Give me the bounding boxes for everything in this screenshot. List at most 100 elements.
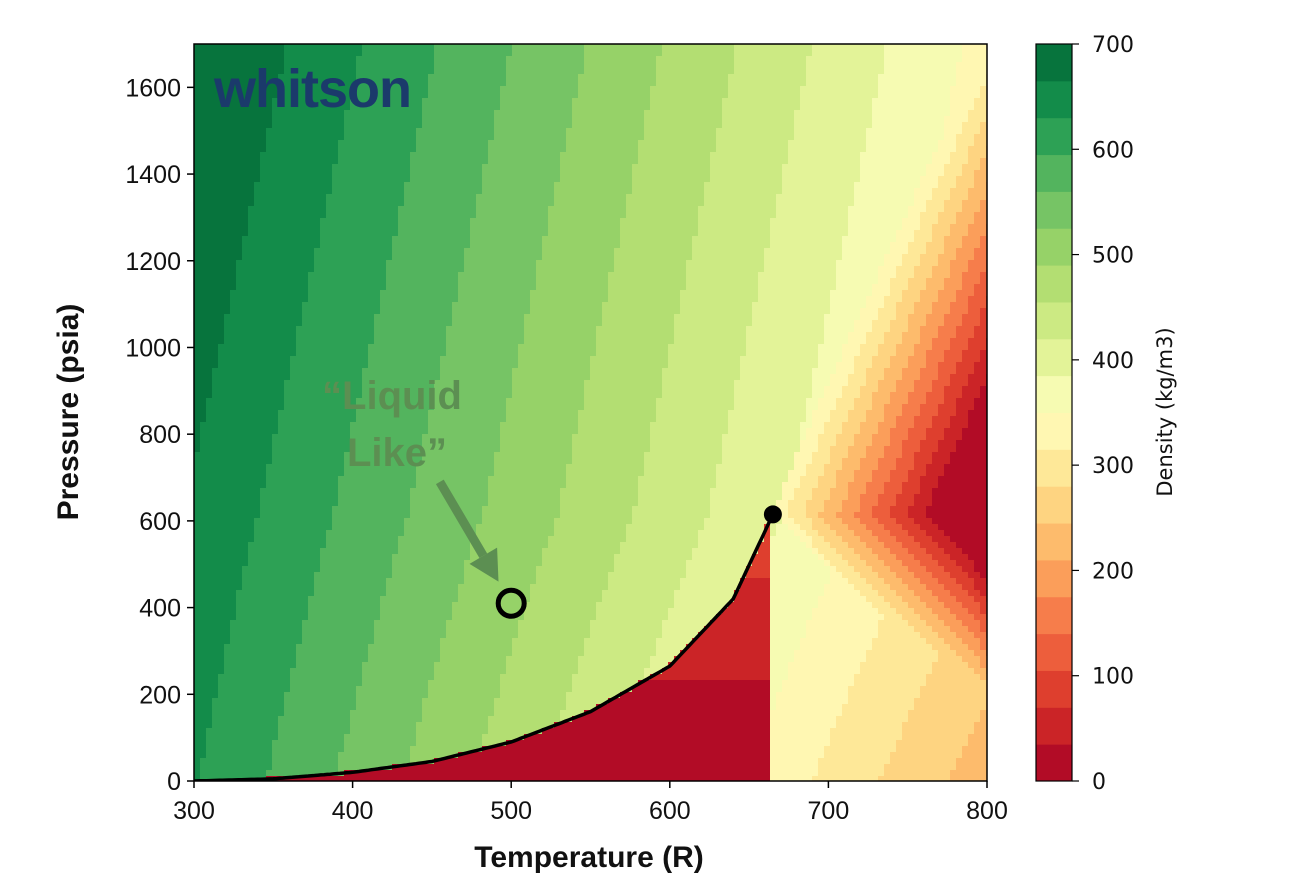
density-cell [410,704,417,711]
density-cell [248,74,255,81]
density-cell [230,428,237,435]
density-cell [314,278,321,285]
density-cell [362,584,369,591]
density-cell [284,428,291,435]
density-cell [254,686,261,693]
density-cell [236,464,243,471]
density-cell [428,614,435,621]
density-cell [326,188,333,195]
density-cell [368,86,375,93]
density-cell [344,464,351,471]
density-cell [218,452,225,459]
density-cell [212,722,219,729]
density-cell [242,422,249,429]
density-cell [392,170,399,177]
density-cell [242,182,249,189]
density-cell [314,548,321,555]
density-cell [212,698,219,705]
density-cell [422,740,429,747]
density-cell [392,404,399,411]
density-cell [428,266,435,273]
density-cell [194,680,201,687]
density-cell [302,392,309,399]
density-cell [326,680,333,687]
density-cell [428,104,435,111]
density-cell [320,716,327,723]
density-cell [362,722,369,729]
density-cell [398,692,405,699]
density-cell [332,230,339,237]
density-cell [302,98,309,105]
density-cell [374,698,381,705]
density-cell [356,494,363,501]
density-cell [350,758,357,765]
density-cell [284,590,291,597]
density-cell [416,416,423,423]
density-cell [206,704,213,711]
density-cell [356,116,363,123]
density-cell [422,278,429,285]
density-cell [260,326,267,333]
density-cell [290,698,297,705]
density-cell [296,752,303,759]
density-cell [392,752,399,759]
density-cell [194,170,201,177]
density-cell [362,632,369,639]
density-cell [200,194,207,201]
density-cell [410,314,417,321]
density-cell [356,350,363,357]
density-cell [296,122,303,129]
density-cell [344,164,351,171]
density-cell [266,530,273,537]
density-cell [314,266,321,273]
density-cell [422,776,429,781]
density-cell [404,524,411,531]
density-cell [254,560,261,567]
density-cell [284,518,291,525]
density-cell [224,494,231,501]
density-cell [404,320,411,327]
density-cell [284,452,291,459]
density-cell [236,176,243,183]
density-cell [314,770,321,777]
density-cell [296,536,303,543]
density-cell [242,542,249,549]
density-cell [380,530,387,537]
density-cell [194,248,201,255]
density-cell [356,242,363,249]
density-cell [314,638,321,645]
density-cell [278,476,285,483]
density-cell [218,434,225,441]
density-cell [218,458,225,465]
density-cell [362,392,369,399]
density-cell [254,434,261,441]
density-cell [212,158,219,165]
density-cell [338,458,345,465]
density-cell [374,44,381,51]
density-cell [242,734,249,741]
density-cell [236,662,243,669]
density-cell [356,176,363,183]
density-cell [338,350,345,357]
density-cell [260,140,267,147]
density-cell [302,146,309,153]
density-cell [320,224,327,231]
density-cell [404,716,411,723]
density-cell [194,650,201,657]
density-cell [230,68,237,75]
density-cell [314,140,321,147]
density-cell [218,578,225,585]
density-cell [350,230,357,237]
density-cell [236,506,243,513]
density-cell [410,200,417,207]
density-cell [386,524,393,531]
density-cell [212,212,219,219]
density-cell [392,626,399,633]
density-cell [356,572,363,579]
density-cell [302,218,309,225]
density-cell [302,566,309,573]
density-cell [392,284,399,291]
density-cell [374,602,381,609]
density-cell [242,254,249,261]
density-cell [404,584,411,591]
